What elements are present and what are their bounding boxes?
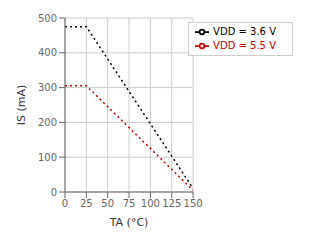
svg-text:TA (°C): TA (°C) [109, 216, 149, 229]
svg-text:25: 25 [80, 198, 93, 209]
svg-text:IS (mA): IS (mA) [15, 85, 28, 126]
html-text:VDD = 5.5 V: VDD = 5.5 V [213, 40, 276, 51]
html-text:VDD = 3.6 V: VDD = 3.6 V [213, 26, 276, 37]
svg-text:125: 125 [162, 198, 181, 209]
svg-text:100: 100 [38, 152, 57, 163]
svg-text:200: 200 [38, 117, 57, 128]
svg-text:0: 0 [51, 187, 57, 198]
svg-text:0: 0 [62, 198, 68, 209]
svg-text:100: 100 [141, 198, 160, 209]
svg-text:300: 300 [38, 82, 57, 93]
svg-text:500: 500 [38, 13, 57, 24]
svg-text:150: 150 [184, 198, 203, 209]
svg-text:50: 50 [101, 198, 114, 209]
svg-text:75: 75 [123, 198, 136, 209]
svg-text:400: 400 [38, 47, 57, 58]
